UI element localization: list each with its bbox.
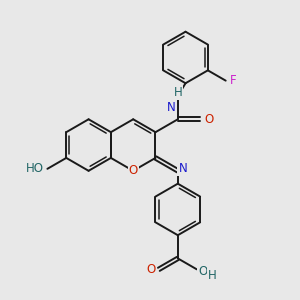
Text: H: H [173, 85, 182, 99]
Text: HO: HO [26, 162, 44, 175]
Text: O: O [129, 164, 138, 177]
Text: O: O [146, 263, 155, 276]
Text: N: N [167, 101, 176, 114]
Text: F: F [230, 74, 237, 87]
Text: N: N [178, 162, 187, 175]
Text: O: O [198, 265, 207, 278]
Text: O: O [204, 113, 213, 126]
Text: H: H [208, 269, 216, 282]
